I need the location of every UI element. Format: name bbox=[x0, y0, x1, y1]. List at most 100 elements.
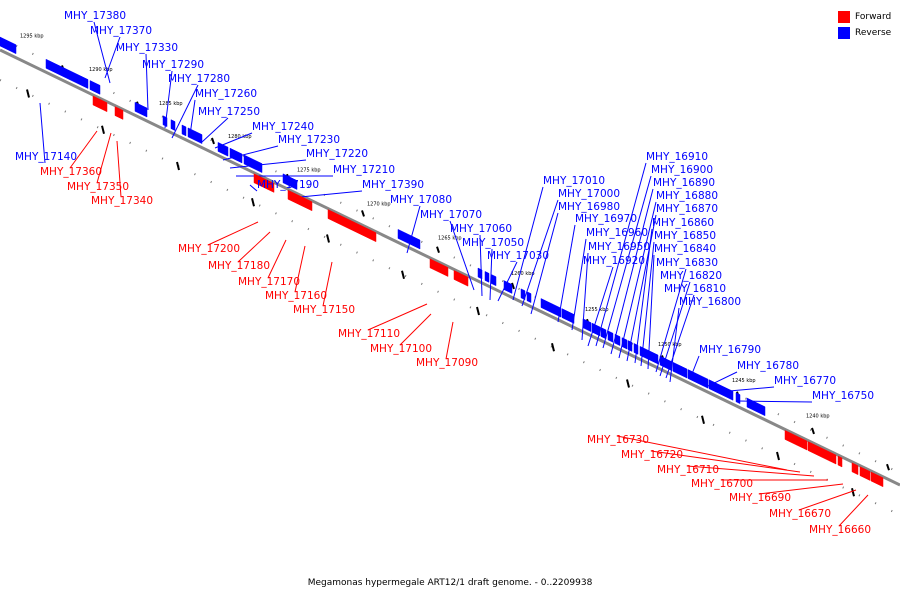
reverse-gene-block bbox=[181, 124, 187, 137]
major-tick bbox=[211, 137, 215, 145]
gene-label: MHY_17050 bbox=[462, 237, 524, 249]
reverse-gene-block bbox=[490, 273, 497, 287]
gene-label: MHY_17280 bbox=[168, 73, 230, 85]
scale-label: 1240 kbp bbox=[806, 414, 830, 420]
gene-label: MHY_16820 bbox=[660, 270, 722, 282]
gene-label: MHY_16670 bbox=[769, 508, 831, 520]
major-tick bbox=[776, 451, 780, 461]
gene-label: MHY_16980 bbox=[558, 201, 620, 213]
major-tick bbox=[626, 379, 630, 388]
gene-label: MHY_16830 bbox=[656, 257, 718, 269]
scale-label: 1265 kbp bbox=[438, 236, 462, 242]
gene-label: MHY_17000 bbox=[558, 188, 620, 200]
label-connector bbox=[640, 241, 655, 367]
scale-label: 1285 kbp bbox=[159, 101, 183, 107]
gene-label: MHY_17290 bbox=[142, 59, 204, 71]
reverse-gene-block bbox=[484, 271, 490, 283]
forward-gene-block bbox=[453, 270, 469, 287]
label-connector bbox=[497, 261, 518, 302]
major-tick bbox=[101, 125, 105, 135]
label-connector bbox=[145, 53, 149, 111]
label-connector bbox=[512, 186, 544, 301]
scale-label: 1270 kbp bbox=[367, 201, 391, 207]
gene-label: MHY_17110 bbox=[338, 328, 400, 340]
major-tick bbox=[476, 306, 480, 316]
reverse-gene-block bbox=[591, 322, 601, 337]
gene-label: MHY_17190 bbox=[257, 179, 319, 191]
gene-label: MHY_16850 bbox=[654, 230, 716, 242]
major-tick bbox=[551, 343, 555, 352]
gene-label: MHY_16910 bbox=[646, 151, 708, 163]
gene-label: MHY_17220 bbox=[306, 148, 368, 160]
gene-label: MHY_16960 bbox=[586, 227, 648, 239]
legend-forward-label: Forward bbox=[855, 12, 892, 22]
reverse-gene-block bbox=[633, 343, 639, 355]
label-connector bbox=[610, 188, 654, 355]
reverse-gene-block bbox=[187, 127, 203, 145]
label-connector bbox=[322, 261, 333, 307]
label-connector bbox=[647, 254, 655, 370]
major-tick bbox=[701, 415, 705, 425]
gene-label: MHY_16690 bbox=[729, 492, 791, 504]
label-connector bbox=[171, 84, 199, 139]
label-connector bbox=[445, 321, 454, 360]
gene-label: MHY_16920 bbox=[583, 255, 645, 267]
scale-label: 1255 kbp bbox=[585, 307, 609, 313]
major-tick bbox=[401, 270, 405, 280]
legend: Forward Reverse bbox=[838, 9, 898, 41]
reverse-gene-block bbox=[746, 397, 766, 417]
gene-label: MHY_17360 bbox=[40, 166, 102, 178]
label-connector bbox=[602, 175, 652, 349]
reverse-gene-block bbox=[526, 291, 532, 304]
reverse-gene-block bbox=[217, 141, 229, 157]
dotted-row-below bbox=[0, 79, 900, 516]
major-tick bbox=[511, 282, 515, 290]
reverse-gene-block bbox=[582, 318, 592, 333]
genome-axis bbox=[0, 48, 900, 487]
label-connector bbox=[249, 184, 258, 192]
gene-label: MHY_17090 bbox=[416, 357, 478, 369]
gene-label: MHY_17330 bbox=[116, 42, 178, 54]
scale-label: 1290 kbp bbox=[89, 67, 113, 73]
label-connector bbox=[96, 132, 112, 184]
gene-blocks bbox=[0, 36, 884, 488]
major-tick bbox=[26, 89, 30, 98]
caption: Megamonas hypermegale ART12/1 draft geno… bbox=[307, 578, 593, 588]
gene-label: MHY_16890 bbox=[653, 177, 715, 189]
gene-label: MHY_17010 bbox=[543, 175, 605, 187]
reverse-swatch bbox=[838, 27, 850, 39]
reverse-gene-block bbox=[627, 340, 633, 352]
reverse-gene-block bbox=[229, 147, 243, 164]
forward-gene-block bbox=[796, 435, 808, 451]
major-tick bbox=[326, 234, 330, 243]
gene-label: MHY_16870 bbox=[656, 203, 718, 215]
label-connector bbox=[587, 266, 614, 347]
major-tick bbox=[851, 488, 855, 497]
gene-label: MHY_16700 bbox=[691, 478, 753, 490]
label-connector bbox=[294, 245, 306, 293]
gene-label: MHY_16770 bbox=[774, 375, 836, 387]
gene-label: MHY_16720 bbox=[621, 449, 683, 461]
label-connector bbox=[616, 435, 788, 471]
label-connector bbox=[530, 212, 559, 315]
reverse-gene-block bbox=[243, 154, 263, 174]
label-connector bbox=[104, 36, 121, 79]
major-tick bbox=[811, 427, 815, 435]
gene-label: MHY_16900 bbox=[651, 164, 713, 176]
major-tick bbox=[176, 161, 180, 171]
gene-label: MHY_17150 bbox=[293, 304, 355, 316]
reverse-gene-block bbox=[639, 345, 659, 365]
gene-label: MHY_17160 bbox=[265, 290, 327, 302]
forward-gene-block bbox=[114, 106, 124, 120]
reverse-gene-block bbox=[540, 298, 562, 318]
reverse-gene-block bbox=[659, 355, 673, 372]
gene-label: MHY_16810 bbox=[664, 283, 726, 295]
major-ticks bbox=[26, 65, 890, 497]
label-connector bbox=[838, 494, 869, 527]
reverse-gene-block bbox=[63, 67, 89, 89]
gene-label: MHY_17390 bbox=[362, 179, 424, 191]
gene-label: MHY_16710 bbox=[657, 464, 719, 476]
label-connector bbox=[798, 489, 857, 511]
label-connector bbox=[521, 199, 559, 307]
